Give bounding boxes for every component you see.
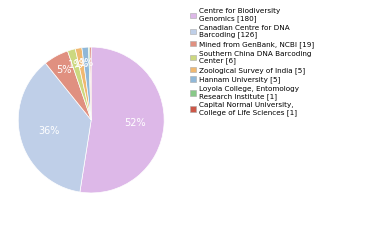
Wedge shape <box>75 48 91 120</box>
Wedge shape <box>80 47 164 193</box>
Legend: Centre for Biodiversity
Genomics [180], Canadian Centre for DNA
Barcoding [126],: Centre for Biodiversity Genomics [180], … <box>190 8 314 116</box>
Text: 52%: 52% <box>124 118 146 128</box>
Text: 5%: 5% <box>56 65 71 75</box>
Text: 1%: 1% <box>68 60 83 70</box>
Text: 1%: 1% <box>74 59 89 69</box>
Wedge shape <box>46 51 91 120</box>
Text: 36%: 36% <box>38 126 60 136</box>
Wedge shape <box>82 47 91 120</box>
Text: 1%: 1% <box>79 58 94 68</box>
Wedge shape <box>18 63 91 192</box>
Wedge shape <box>89 47 91 120</box>
Wedge shape <box>68 49 91 120</box>
Wedge shape <box>90 47 91 120</box>
